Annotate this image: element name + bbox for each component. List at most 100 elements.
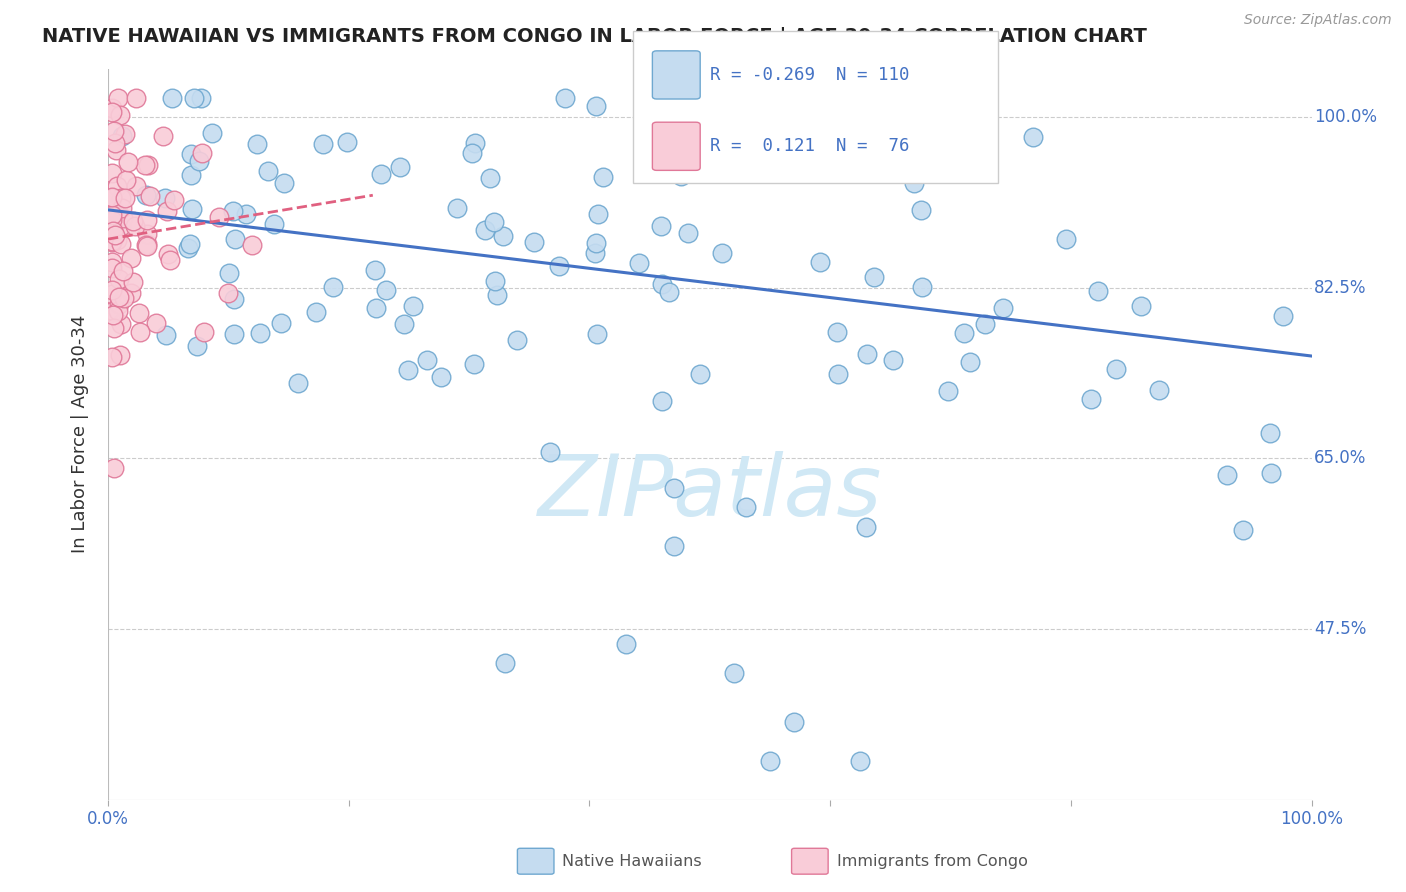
Point <box>183 91 205 105</box>
Text: 100.0%: 100.0% <box>1315 108 1376 127</box>
Point <box>827 367 849 381</box>
Point <box>669 169 692 183</box>
Point <box>396 362 419 376</box>
Point <box>110 191 132 205</box>
Point <box>186 339 208 353</box>
Point <box>179 237 201 252</box>
Point <box>111 128 134 143</box>
Point <box>157 247 180 261</box>
Point <box>101 304 124 318</box>
Point <box>1216 468 1239 483</box>
Point <box>464 136 486 150</box>
Point <box>759 754 782 768</box>
Point <box>122 275 145 289</box>
Point <box>928 91 950 105</box>
Point <box>100 166 122 180</box>
Point <box>627 256 650 270</box>
Point <box>991 301 1014 315</box>
Point <box>120 251 142 265</box>
Point <box>105 178 128 193</box>
Point <box>100 222 122 236</box>
Point <box>1087 285 1109 299</box>
Point <box>114 191 136 205</box>
Point <box>135 237 157 252</box>
Point <box>100 283 122 297</box>
Point <box>1232 523 1254 537</box>
Point <box>257 163 280 178</box>
Point <box>374 283 396 297</box>
Point <box>180 168 202 182</box>
Point <box>190 91 212 105</box>
Text: Native Hawaiians: Native Hawaiians <box>562 854 702 869</box>
Point <box>100 208 122 222</box>
Point <box>100 213 122 227</box>
Point <box>1271 310 1294 324</box>
Point <box>1260 466 1282 480</box>
Point <box>658 285 681 299</box>
Point <box>364 263 387 277</box>
Point <box>586 327 609 342</box>
Point <box>585 236 607 251</box>
Point <box>112 263 135 277</box>
Point <box>585 98 607 112</box>
Point <box>523 235 546 249</box>
Point <box>222 292 245 306</box>
Point <box>583 245 606 260</box>
Point <box>592 170 614 185</box>
Point <box>191 146 214 161</box>
Point <box>121 213 143 227</box>
Point <box>389 161 412 175</box>
Point <box>135 238 157 252</box>
Point <box>217 285 239 300</box>
Point <box>104 212 127 227</box>
Point <box>783 714 806 729</box>
Point <box>479 171 502 186</box>
Point <box>110 348 132 362</box>
Point <box>124 178 146 193</box>
Point <box>152 128 174 143</box>
Point <box>974 317 997 331</box>
Point <box>429 370 451 384</box>
Text: NATIVE HAWAIIAN VS IMMIGRANTS FROM CONGO IN LABOR FORCE | AGE 30-34 CORRELATION : NATIVE HAWAIIAN VS IMMIGRANTS FROM CONGO… <box>42 27 1147 46</box>
Point <box>586 207 609 221</box>
Point <box>461 145 484 160</box>
Point <box>263 217 285 231</box>
Point <box>201 127 224 141</box>
Point <box>100 235 122 249</box>
Point <box>855 347 877 361</box>
Point <box>312 137 335 152</box>
Point <box>107 91 129 105</box>
Point <box>662 539 685 553</box>
Point <box>416 353 439 368</box>
Point <box>107 272 129 286</box>
Point <box>506 333 529 347</box>
Point <box>188 153 211 168</box>
Point <box>287 376 309 391</box>
Point <box>100 202 122 216</box>
Point <box>370 167 392 181</box>
Point <box>114 173 136 187</box>
Point <box>107 304 129 318</box>
Point <box>129 325 152 339</box>
Point <box>614 636 637 650</box>
Point <box>959 355 981 369</box>
Point <box>270 316 292 330</box>
Point <box>160 91 183 105</box>
Text: ZIPatlas: ZIPatlas <box>537 451 882 534</box>
Point <box>110 219 132 234</box>
Point <box>104 136 127 151</box>
Point <box>136 227 159 242</box>
Point <box>1149 383 1171 397</box>
Point <box>110 237 132 252</box>
Point <box>136 158 159 172</box>
Text: 65.0%: 65.0% <box>1315 450 1367 467</box>
Point <box>108 108 131 122</box>
Point <box>159 253 181 268</box>
Point <box>554 91 576 105</box>
Point <box>101 224 124 238</box>
Point <box>139 189 162 203</box>
Point <box>224 326 246 341</box>
Point <box>218 266 240 280</box>
Text: R = -0.269  N = 110: R = -0.269 N = 110 <box>710 66 910 84</box>
Point <box>235 207 257 221</box>
